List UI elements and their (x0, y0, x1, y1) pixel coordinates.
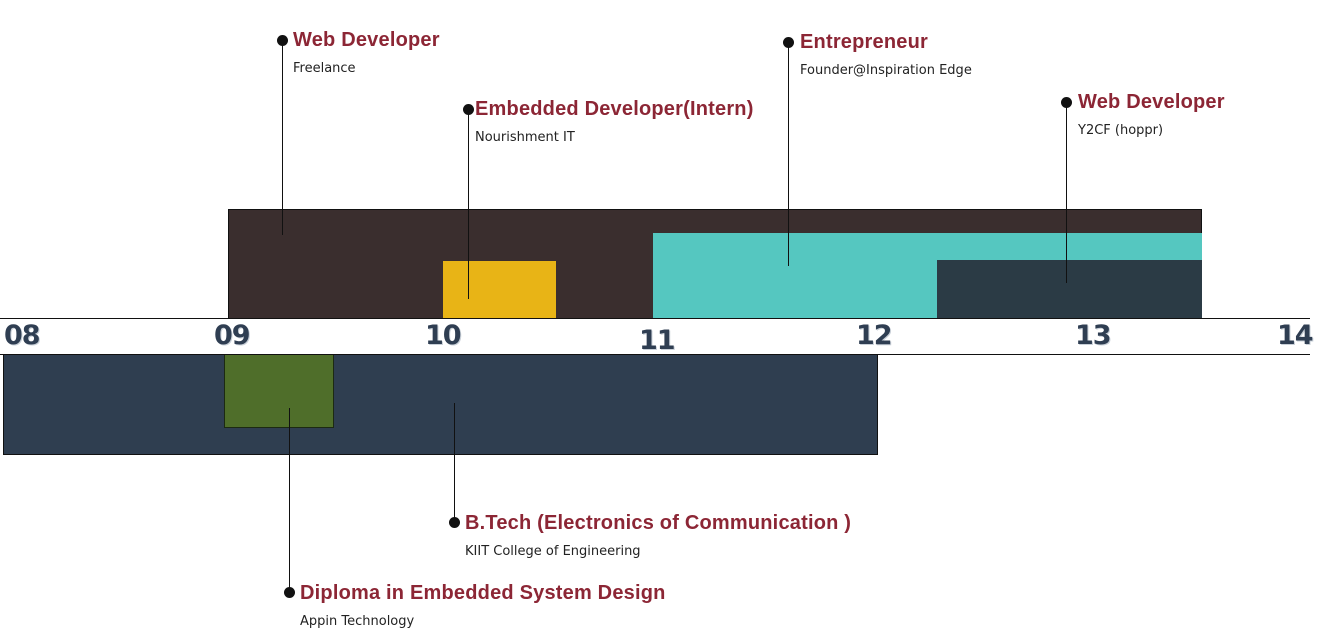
callout-stem-embedded-intern (468, 109, 469, 299)
bar-btech (3, 354, 878, 455)
callout-dot-entrepreneur (783, 37, 794, 48)
subtitle-nourishment-it: Nourishment IT (475, 130, 575, 145)
axis-line-top (0, 318, 1310, 319)
bar-web-developer-y2cf (937, 260, 1202, 319)
callout-stem-diploma (289, 408, 290, 593)
subtitle-freelance: Freelance (293, 61, 356, 76)
tick-09: 09 (214, 320, 251, 351)
tick-08: 08 (4, 320, 41, 351)
callout-dot-btech (449, 517, 460, 528)
callout-stem-web-developer-freelance (282, 40, 283, 235)
tick-12: 12 (856, 320, 893, 351)
title-embedded-developer-intern: Embedded Developer(Intern) (475, 98, 754, 120)
callout-dot-web-developer-freelance (277, 35, 288, 46)
tick-11: 11 (639, 325, 676, 356)
subtitle-y2cf-hoppr: Y2CF (hoppr) (1078, 123, 1164, 138)
title-btech: B.Tech (Electronics of Communication ) (465, 512, 852, 534)
tick-14: 14 (1277, 320, 1314, 351)
tick-13: 13 (1075, 320, 1112, 351)
title-diploma: Diploma in Embedded System Design (300, 582, 666, 604)
axis-line-bottom (0, 354, 1310, 355)
subtitle-kiit: KIIT College of Engineering (465, 544, 641, 559)
callout-stem-entrepreneur (788, 42, 789, 266)
title-web-developer-freelance: Web Developer (293, 29, 440, 51)
subtitle-founder-inspiration-edge: Founder@Inspiration Edge (800, 63, 972, 78)
bar-embedded-developer-intern (443, 261, 556, 319)
bar-diploma (224, 354, 334, 428)
title-web-developer-y2cf: Web Developer (1078, 91, 1225, 113)
callout-dot-web-developer-y2cf (1061, 97, 1072, 108)
title-entrepreneur: Entrepreneur (800, 31, 928, 53)
callout-stem-web-developer-y2cf (1066, 102, 1067, 283)
subtitle-appin-technology: Appin Technology (300, 614, 415, 629)
callout-dot-embedded-intern (463, 104, 474, 115)
callout-stem-btech (454, 403, 455, 523)
tick-10: 10 (425, 320, 462, 351)
callout-dot-diploma (284, 587, 295, 598)
